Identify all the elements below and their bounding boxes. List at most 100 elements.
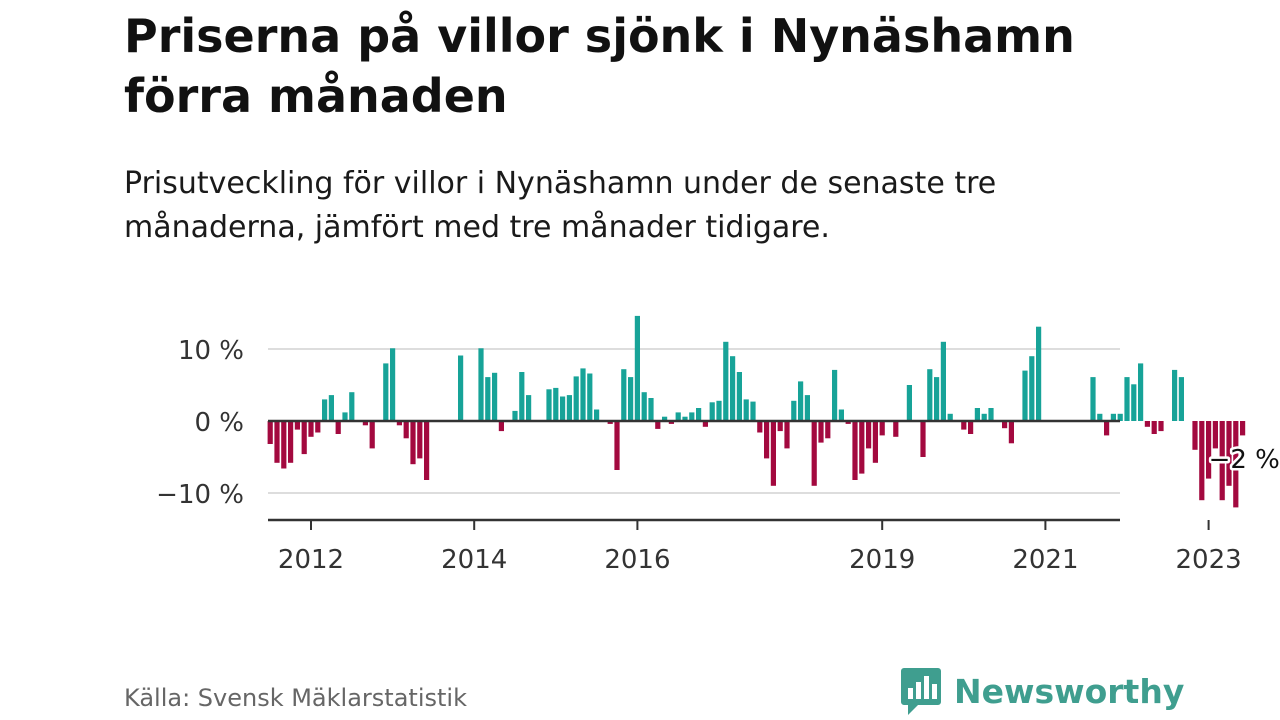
bar [832, 369, 838, 421]
bar [315, 421, 321, 433]
bar [825, 421, 831, 439]
bar [716, 400, 722, 421]
bar [757, 421, 763, 433]
x-tick-label: 2012 [278, 545, 344, 575]
bar [1104, 421, 1110, 436]
bar [1240, 421, 1246, 436]
bar [417, 421, 423, 459]
x-tick-label: 2019 [849, 545, 915, 575]
bar [301, 421, 307, 455]
bar [940, 341, 946, 421]
bar [1097, 413, 1103, 421]
bar [662, 416, 668, 421]
bar [546, 389, 552, 421]
bar [1029, 356, 1035, 421]
x-tick-label: 2021 [1012, 545, 1078, 575]
bar [648, 398, 654, 421]
bar [750, 401, 756, 421]
bar [947, 413, 953, 421]
labels: 10 % 0 % −10 % 2012 2014 2016 2019 2021 2023 −2 % [156, 336, 1280, 575]
bar [526, 395, 532, 421]
bar [906, 385, 912, 421]
bar [424, 421, 430, 480]
bar [838, 409, 844, 421]
bar [478, 348, 484, 421]
bar [879, 421, 885, 436]
bar [519, 372, 525, 421]
bar [1233, 421, 1239, 508]
chart-title: Priserna på villor sjönk i Nynäshamn för… [124, 9, 1075, 123]
bar [1002, 421, 1008, 429]
bar [1144, 421, 1150, 427]
bar [369, 421, 375, 449]
bar [981, 413, 987, 421]
y-tick-label: 0 % [194, 408, 244, 438]
bar [634, 315, 640, 421]
bar [784, 421, 790, 449]
bar [845, 421, 851, 424]
axes [268, 419, 1210, 530]
bar [968, 421, 974, 434]
bar [1008, 421, 1014, 444]
bar [580, 368, 586, 421]
brand-name: Newsworthy [954, 671, 1185, 711]
y-tick-label: 10 % [178, 336, 244, 366]
bar [893, 421, 899, 437]
bar [811, 421, 817, 486]
newsworthy-logo-icon [901, 668, 941, 715]
bar [594, 409, 600, 421]
bar [1172, 369, 1178, 421]
bar [682, 416, 688, 421]
bar [988, 408, 994, 421]
bar [1036, 326, 1042, 421]
bar [818, 421, 824, 443]
x-tick-label: 2023 [1176, 545, 1242, 575]
bar [349, 392, 355, 421]
bar [723, 341, 729, 421]
bar [668, 421, 674, 424]
bar [294, 421, 300, 430]
brand-logo[interactable]: Newsworthy [900, 666, 1184, 716]
bar [696, 408, 702, 421]
bar [798, 381, 804, 421]
bar [607, 421, 613, 424]
bars [267, 315, 1246, 508]
bar [764, 421, 770, 459]
bar [804, 395, 810, 421]
bar [560, 396, 566, 421]
bar [1138, 363, 1144, 421]
bar [512, 410, 518, 421]
bar [281, 421, 287, 469]
bar [458, 355, 464, 421]
bar [1090, 377, 1096, 421]
bar [362, 421, 368, 426]
bar [791, 400, 797, 421]
bar [566, 395, 572, 421]
bar [743, 399, 749, 421]
bar [1192, 421, 1198, 450]
bar [1158, 421, 1164, 432]
bar [322, 399, 328, 421]
bar [920, 421, 926, 457]
bar [628, 377, 634, 421]
bar [709, 402, 715, 421]
bar [777, 421, 783, 432]
chart-subtitle: Prisutveckling för villor i Nynäshamn un… [124, 166, 997, 245]
bar [934, 377, 940, 421]
bar [492, 372, 498, 421]
bar [852, 421, 858, 480]
bar [1151, 421, 1157, 434]
bar [614, 421, 620, 470]
bar [396, 421, 402, 426]
bar [1212, 421, 1218, 449]
bar [675, 412, 681, 421]
bar [866, 421, 872, 449]
gridlines [268, 348, 1120, 494]
bar [689, 412, 695, 421]
bar [403, 421, 409, 439]
bar [410, 421, 416, 465]
source-note: Källa: Svensk Mäklarstatistik [124, 684, 467, 712]
y-tick-label: −10 % [156, 480, 244, 510]
bar [702, 421, 708, 427]
bar [927, 369, 933, 421]
